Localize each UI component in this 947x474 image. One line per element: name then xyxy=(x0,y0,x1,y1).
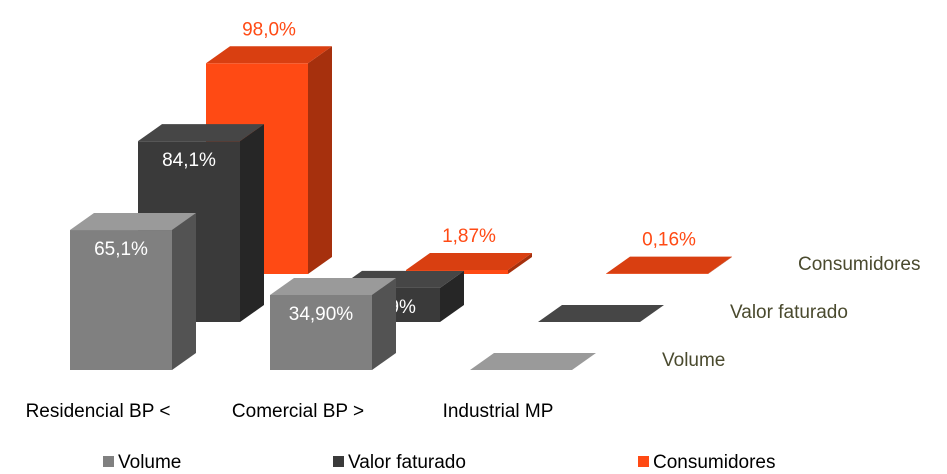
bar-top xyxy=(470,353,596,370)
value-label: 1,87% xyxy=(442,226,496,247)
bar-top xyxy=(206,46,332,64)
value-label: 0,16% xyxy=(642,230,696,251)
legend-swatch xyxy=(638,456,649,467)
depth-label: Consumidores xyxy=(798,254,921,275)
bar-side xyxy=(172,213,196,370)
value-label: 0,0% xyxy=(567,329,610,350)
legend-label: Consumidores xyxy=(653,452,776,473)
x-tick-label: Residencial BP < xyxy=(26,401,171,422)
bar-side xyxy=(308,46,332,274)
value-label: 0,0% xyxy=(499,377,542,398)
bar-top xyxy=(406,252,532,270)
legend-label: Volume xyxy=(118,452,181,473)
value-label: 98,0% xyxy=(242,19,296,40)
bar-side xyxy=(240,124,264,322)
depth-label: Valor faturado xyxy=(730,302,848,323)
bar-top xyxy=(138,124,264,142)
x-tick-label: Industrial MP xyxy=(443,401,554,422)
bar-top xyxy=(538,305,664,322)
bar-side xyxy=(508,252,532,274)
depth-label: Volume xyxy=(662,350,725,371)
legend-swatch xyxy=(333,456,344,467)
x-tick-label: Comercial BP > xyxy=(232,401,364,422)
value-label: 84,1% xyxy=(162,150,216,171)
bar-front xyxy=(270,294,372,370)
bar-side xyxy=(372,277,396,370)
bar-top xyxy=(70,213,196,231)
bar-top xyxy=(606,256,732,274)
value-label: 65,1% xyxy=(94,239,148,260)
bar-front xyxy=(70,230,172,370)
legend-swatch xyxy=(103,456,114,467)
bar-side xyxy=(440,270,464,322)
legend-label: Valor faturado xyxy=(348,452,466,473)
bar-top xyxy=(270,277,396,295)
value-label: 34,90% xyxy=(289,304,354,325)
bar-side xyxy=(708,256,732,274)
